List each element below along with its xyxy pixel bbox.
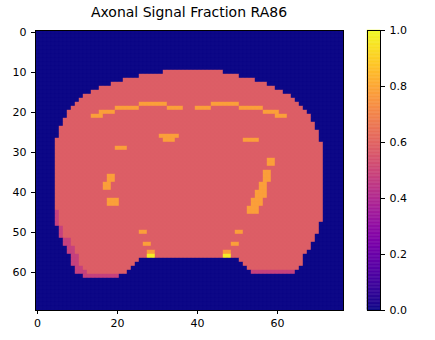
- svg-text:0.6: 0.6: [390, 136, 408, 149]
- svg-text:0.2: 0.2: [390, 248, 408, 261]
- html-text:Axonal Signal Fraction RA86: Axonal Signal Fraction RA86: [90, 4, 288, 20]
- svg-text:60: 60: [271, 317, 285, 330]
- svg-text:60: 60: [13, 266, 27, 279]
- svg-text:40: 40: [191, 317, 205, 330]
- svg-text:1.0: 1.0: [390, 24, 408, 37]
- svg-text:50: 50: [13, 226, 27, 239]
- svg-text:40: 40: [13, 186, 27, 199]
- svg-text:20: 20: [13, 106, 27, 119]
- svg-text:0: 0: [34, 317, 41, 330]
- svg-text:10: 10: [13, 66, 27, 79]
- svg-text:20: 20: [111, 317, 125, 330]
- svg-text:30: 30: [13, 146, 27, 159]
- svg-text:0.0: 0.0: [390, 304, 408, 317]
- svg-text:0: 0: [20, 26, 27, 39]
- svg-text:0.4: 0.4: [390, 192, 408, 205]
- svg-text:0.8: 0.8: [390, 80, 408, 93]
